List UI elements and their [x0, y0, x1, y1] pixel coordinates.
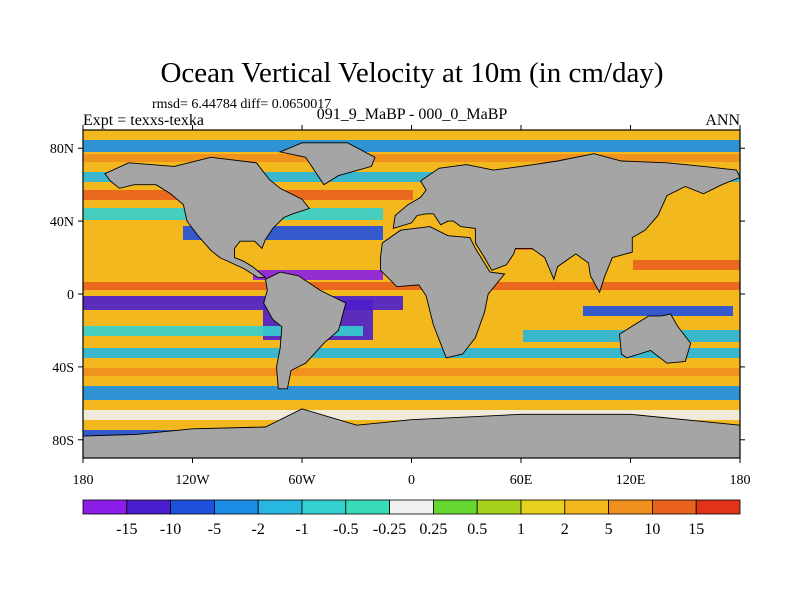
- y-tick-label: 80S: [52, 434, 74, 449]
- x-tick-label: 0: [408, 473, 415, 488]
- colorbar-label: 10: [644, 521, 660, 538]
- colorbar-label: 2: [561, 521, 569, 538]
- comparison-label: 091_9_MaBP - 000_0_MaBP: [317, 106, 508, 123]
- y-tick-label: 0: [67, 288, 74, 303]
- colorbar-swatch: [389, 499, 434, 515]
- colorbar-swatch: [126, 499, 172, 515]
- colorbar-swatch: [301, 499, 347, 515]
- x-tick-label: 180: [73, 473, 94, 488]
- velocity-band-7: [83, 250, 403, 260]
- colorbar-label: 0.5: [467, 521, 487, 538]
- land-australia: [619, 313, 692, 364]
- land-africa: [380, 226, 506, 359]
- x-tick-label: 120E: [616, 473, 646, 488]
- colorbar-label: 0.25: [419, 521, 447, 538]
- x-tick-label: 120W: [175, 473, 210, 488]
- map-plot-area: [83, 130, 740, 458]
- colorbar-swatch: [564, 499, 609, 515]
- colorbar-swatch: [652, 499, 697, 515]
- colorbar-label: -0.25: [373, 521, 406, 538]
- velocity-band-9: [83, 282, 740, 290]
- land-antarctica: [83, 408, 740, 458]
- x-tick-label: 180: [730, 473, 751, 488]
- land-eurasia: [392, 153, 740, 294]
- colorbar-label: -15: [116, 521, 137, 538]
- x-tick-label: 60E: [510, 473, 533, 488]
- y-tick-label: 80N: [50, 142, 74, 157]
- colorbar-swatch: [695, 499, 741, 515]
- land-mask: [83, 142, 740, 458]
- velocity-band-21: [633, 260, 740, 270]
- colorbar-swatch: [608, 499, 653, 515]
- velocity-band-2: [83, 154, 740, 162]
- land-greenland: [278, 142, 376, 186]
- velocity-band-16: [83, 410, 740, 420]
- colorbar-label: -1: [295, 521, 308, 538]
- colorbar-swatch: [170, 499, 215, 515]
- colorbar-label: 5: [605, 521, 613, 538]
- y-tick-label: 40S: [52, 361, 74, 376]
- stats-label: rmsd= 6.44784 diff= 0.0650017: [152, 97, 331, 112]
- velocity-band-8: [253, 270, 383, 280]
- land-south-america: [263, 271, 347, 390]
- colorbar-label: -10: [160, 521, 181, 538]
- chart-title: Ocean Vertical Velocity at 10m (in cm/da…: [160, 57, 663, 89]
- colorbar-swatch: [257, 499, 303, 515]
- colorbar-swatch: [432, 499, 478, 515]
- colorbar-swatch: [345, 499, 390, 515]
- colorbar-label: -2: [252, 521, 265, 538]
- colorbar: -15 -10 -5 -2 -1 -0.5 -0.25 0.25 0.5 1 2 5 10 15: [82, 499, 741, 538]
- velocity-band-19: [583, 306, 733, 316]
- colorbar-label: 15: [688, 521, 704, 538]
- colorbar-swatch: [213, 499, 259, 515]
- velocity-band-14: [83, 368, 740, 376]
- velocity-band-13: [83, 348, 740, 358]
- colorbar-label: 1: [517, 521, 525, 538]
- experiment-label: Expt = texxs-texka: [83, 112, 204, 129]
- axes: 180 120W 60W 0 60E 120E 180 80N 40N 0 40S 80S: [50, 125, 751, 488]
- period-label: ANN: [705, 112, 740, 129]
- land-north-america: [104, 156, 311, 279]
- velocity-band-1: [83, 140, 740, 152]
- y-tick-label: 40N: [50, 215, 74, 230]
- colorbar-swatch: [476, 499, 522, 515]
- x-tick-label: 60W: [288, 473, 316, 488]
- velocity-band-3: [83, 172, 740, 182]
- velocity-band-12: [83, 326, 363, 336]
- colorbar-label: -5: [208, 521, 221, 538]
- colorbar-swatch: [82, 499, 128, 515]
- velocity-band-15: [83, 386, 740, 400]
- colorbar-label: -0.5: [333, 521, 358, 538]
- colorbar-swatch: [520, 499, 566, 515]
